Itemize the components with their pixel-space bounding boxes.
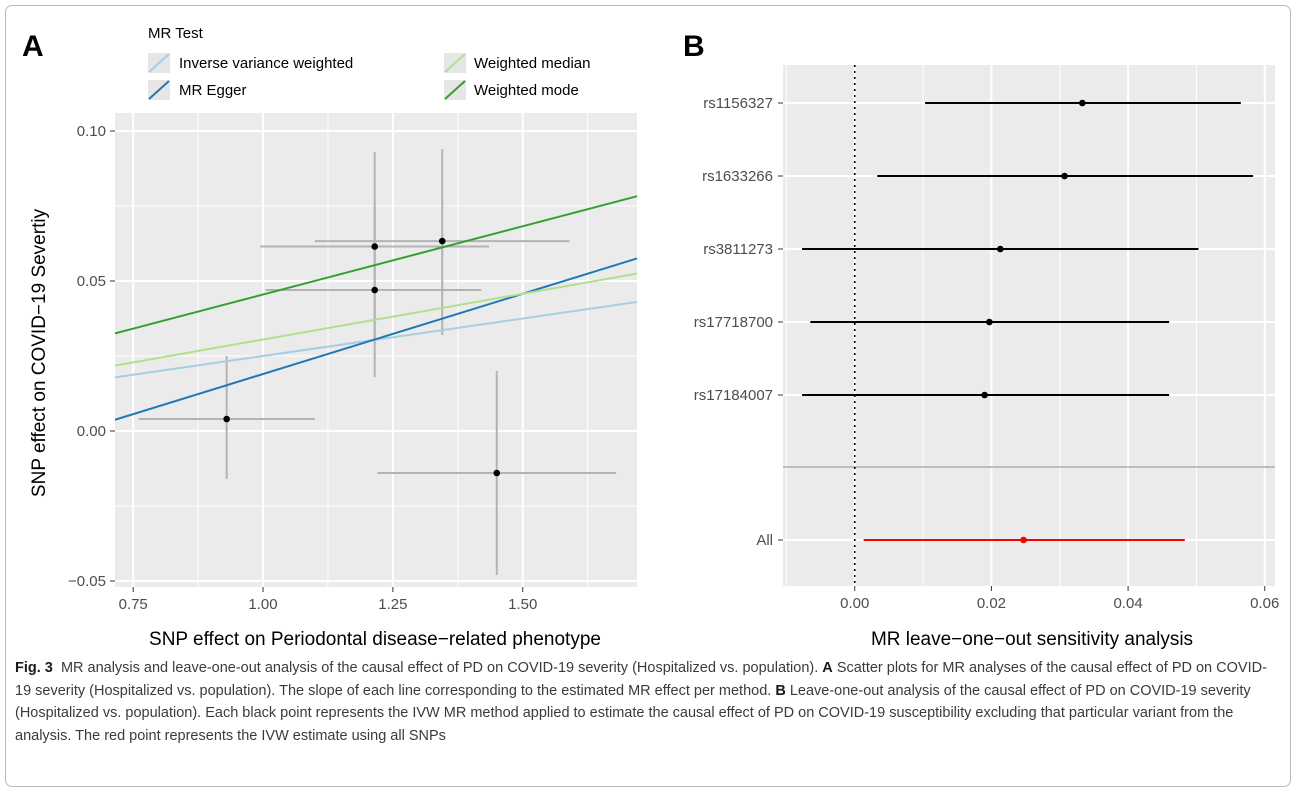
- mr-line-weighted-mode: [114, 195, 638, 335]
- snp-label: All: [756, 532, 773, 549]
- estimate-point: [981, 391, 988, 399]
- plot-background-b: [783, 65, 1275, 586]
- estimate-point: [1079, 99, 1086, 107]
- legend-label-weighted-mode: Weighted mode: [474, 82, 579, 99]
- estimate-point: [1020, 536, 1027, 544]
- legend-swatch-weighted-median: [444, 53, 466, 73]
- caption-intro: MR analysis and leave-one-out analysis o…: [60, 660, 819, 676]
- mr-line-mr-egger: [114, 257, 638, 421]
- data-point: [493, 469, 501, 477]
- y-tick-label-a: 0.00: [77, 423, 106, 440]
- legend-label-weighted-median: Weighted median: [474, 55, 590, 72]
- x-tick-label-b: 0.02: [977, 595, 1006, 612]
- snp-label: rs1156327: [703, 95, 773, 112]
- caption-part-b-text: Leave-one-out analysis of the causal eff…: [15, 682, 1251, 744]
- panel-a-letter: A: [22, 30, 44, 63]
- figure-canvas: A MR Test Inverse variance weighted MR E…: [22, 25, 1279, 650]
- x-tick-label-a: 1.50: [508, 596, 537, 613]
- snp-label: rs1633266: [702, 168, 773, 185]
- panel-b-letter: B: [683, 30, 705, 63]
- legend-label-mr-egger: MR Egger: [179, 82, 247, 99]
- y-axis-title-a: SNP effect on COVID−19 Severtiy: [29, 208, 50, 497]
- estimate-point: [997, 245, 1004, 253]
- y-tick-label-a: −0.05: [68, 573, 106, 590]
- caption-part-a-letter: A: [822, 660, 833, 676]
- caption-figure-label: Fig. 3: [15, 660, 53, 676]
- legend-entry-weighted-mode: Weighted mode: [444, 80, 579, 100]
- legend-swatch-ivw: [148, 53, 170, 73]
- snp-label: rs17184007: [694, 387, 773, 404]
- x-tick-label-b: 0.00: [840, 595, 869, 612]
- x-tick-label-a: 1.25: [378, 596, 407, 613]
- legend-entry-ivw: Inverse variance weighted: [148, 53, 353, 73]
- x-tick-label-a: 0.75: [119, 596, 148, 613]
- y-tick-label-a: 0.05: [77, 273, 106, 290]
- caption-part-b-letter: B: [775, 682, 786, 699]
- snp-label: rs17718700: [694, 314, 773, 331]
- legend-label-ivw: Inverse variance weighted: [179, 55, 353, 72]
- plot-background-a: [115, 113, 637, 587]
- data-point: [223, 415, 230, 423]
- data-point: [371, 286, 379, 294]
- figure-frame: [5, 5, 1291, 787]
- x-tick-label-b: 0.04: [1113, 595, 1142, 612]
- mr-line-weighted-median: [114, 272, 638, 367]
- legend: MR Test Inverse variance weighted MR Egg…: [148, 25, 590, 100]
- legend-title: MR Test: [148, 25, 204, 42]
- forest-plot-b: 0.00 0.02 0.04 0.06 rs1156327 rs1633266 rs3811…: [694, 65, 1279, 612]
- y-tick-label-a: 0.10: [77, 123, 106, 140]
- x-axis-title-b: MR leave−one−out sensitivity analysis: [871, 629, 1193, 650]
- scatter-plot-a: 0.75 1.00 1.25 1.50 −0.05 0.00 0.05 0.10: [68, 113, 638, 613]
- legend-entry-mr-egger: MR Egger: [148, 80, 247, 100]
- figure-caption: Fig. 3 MR analysis and leave-one-out ana…: [15, 657, 1275, 747]
- estimate-point: [986, 318, 993, 326]
- estimate-point: [1061, 172, 1068, 180]
- caption-part-a-text: Scatter plots for MR analyses of the cau…: [15, 660, 1267, 699]
- x-tick-label-a: 1.00: [248, 596, 277, 613]
- legend-entry-weighted-median: Weighted median: [444, 53, 590, 73]
- snp-label: rs3811273: [703, 241, 773, 258]
- x-axis-title-a: SNP effect on Periodontal disease−relate…: [149, 629, 601, 650]
- x-tick-label-b: 0.06: [1250, 595, 1279, 612]
- legend-swatch-mr-egger: [148, 80, 170, 100]
- data-point: [438, 237, 446, 245]
- legend-swatch-weighted-mode: [444, 80, 466, 100]
- data-point: [371, 243, 379, 250]
